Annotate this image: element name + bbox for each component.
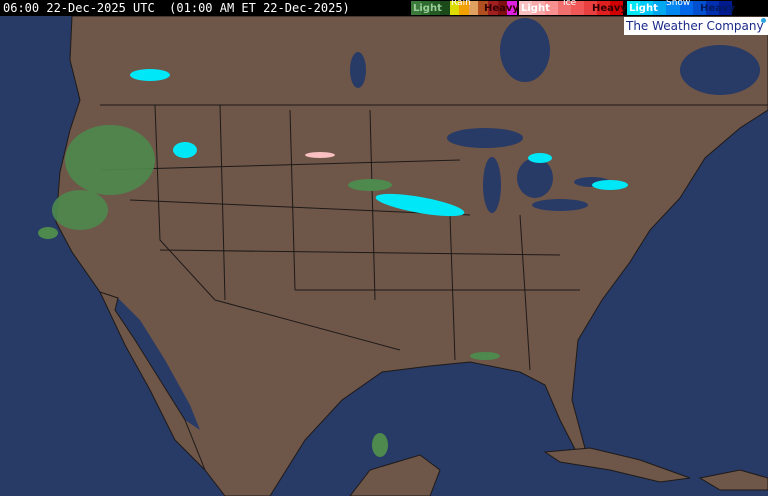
legend-snow-title: Snow xyxy=(666,0,691,8)
snow-echo xyxy=(592,180,628,190)
legend-swatch xyxy=(718,1,732,15)
yucatan xyxy=(349,454,441,496)
legend-rain-title: Rain xyxy=(451,0,471,8)
rain-echo xyxy=(38,227,58,239)
legend-swatch xyxy=(532,1,545,15)
legend-rain-light: Light xyxy=(413,3,442,14)
legend-swatch xyxy=(488,1,498,15)
legend-swatch xyxy=(439,1,450,15)
legend-swatch xyxy=(430,1,440,15)
legend-swatch xyxy=(653,1,667,15)
cuba xyxy=(543,447,691,483)
logo-dot-icon xyxy=(761,18,766,23)
legend-swatch xyxy=(610,1,623,15)
legend-snow-heavy: Heavy xyxy=(700,3,735,14)
rain-echo xyxy=(52,190,108,230)
legend-ice-light: Light xyxy=(521,3,550,14)
legend-swatch xyxy=(519,1,532,15)
the-weather-company-logo: The Weather Company xyxy=(624,17,768,35)
legend-swatch xyxy=(459,1,469,15)
legend-swatch xyxy=(507,1,518,15)
lake-michigan xyxy=(483,157,501,213)
lake-huron xyxy=(517,158,553,198)
legend-swatch xyxy=(666,1,680,15)
logo-text: The Weather Company xyxy=(626,19,764,33)
lake-winnipeg xyxy=(350,52,366,88)
gulf-of-st-lawrence xyxy=(680,45,760,95)
lake-erie xyxy=(532,199,588,211)
snow-echo xyxy=(528,153,552,163)
ice-echo xyxy=(305,152,335,158)
legend-swatch xyxy=(411,1,421,15)
legend-swatch xyxy=(449,1,460,15)
hispaniola xyxy=(698,469,768,491)
snow-echo xyxy=(173,142,197,158)
legend-swatch xyxy=(597,1,610,15)
rain-echo xyxy=(348,179,392,191)
gulf-of-california xyxy=(115,298,200,430)
snow-echo xyxy=(130,69,170,81)
legend-ice-heavy: Heavy xyxy=(592,3,627,14)
timestamp: 06:00 22-Dec-2025 UTC (01:00 AM ET 22-De… xyxy=(3,1,350,15)
legend-ice xyxy=(519,1,623,15)
header-bar: 06:00 22-Dec-2025 UTC (01:00 AM ET 22-De… xyxy=(0,0,768,16)
land-north-america xyxy=(55,15,768,496)
legend-snow xyxy=(627,1,732,15)
legend-swatch xyxy=(558,1,571,15)
rain-echo xyxy=(372,433,388,457)
legend-snow-light: Light xyxy=(629,3,658,14)
legend-rain xyxy=(411,1,518,15)
rain-echo xyxy=(470,352,500,360)
precipitation-echoes xyxy=(38,69,628,457)
legend-swatch xyxy=(545,1,558,15)
james-bay xyxy=(500,18,550,82)
legend-swatch xyxy=(571,1,584,15)
legend-swatch xyxy=(640,1,654,15)
legend-swatch xyxy=(679,1,693,15)
lake-superior xyxy=(447,128,523,148)
state-borders xyxy=(99,104,768,371)
legend-swatch xyxy=(420,1,431,15)
legend-swatch xyxy=(584,1,597,15)
snow-echo xyxy=(375,193,465,217)
rain-echo xyxy=(65,125,155,195)
legend-swatch xyxy=(468,1,479,15)
baja-peninsula xyxy=(99,291,206,471)
legend-swatch xyxy=(627,1,641,15)
legend-ice-title: Ice xyxy=(563,0,577,8)
legend-swatch xyxy=(705,1,719,15)
legend-swatch xyxy=(478,1,489,15)
legend-swatch xyxy=(497,1,508,15)
legend-swatch xyxy=(692,1,706,15)
legend-rain-heavy: Heavy xyxy=(484,3,519,14)
